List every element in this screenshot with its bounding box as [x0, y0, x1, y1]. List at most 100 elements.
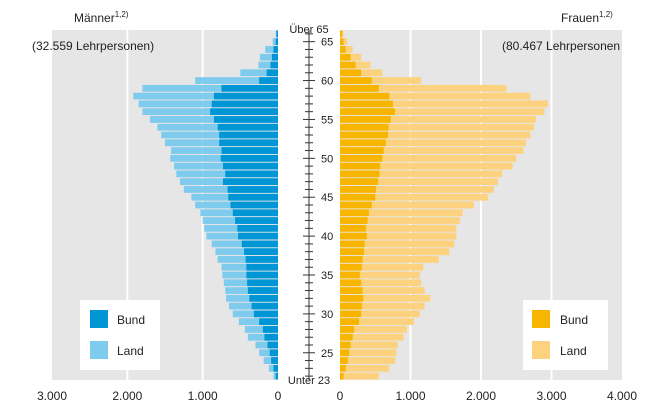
bar-women-bund — [340, 279, 362, 287]
bar-women-land — [340, 186, 494, 193]
bar-men-bund — [227, 186, 278, 193]
bar-women-bund — [340, 357, 348, 364]
bar-women-land — [340, 240, 455, 248]
bar-women-bund — [340, 84, 379, 92]
bar-women-bund — [340, 61, 356, 69]
bar-women-land — [340, 287, 425, 294]
men-x-tick-label: 0 — [275, 389, 282, 403]
bar-women-land — [340, 263, 424, 271]
bar-women-bund — [340, 372, 344, 380]
bar-men-bund — [249, 294, 278, 302]
bar-men-bund — [264, 333, 278, 341]
bar-women-land — [340, 154, 517, 162]
bar-men-bund — [247, 287, 278, 294]
bar-men-bund — [273, 364, 278, 372]
bar-men-bund — [220, 154, 278, 162]
bar-men-bund — [245, 256, 278, 263]
bar-women-bund — [340, 193, 376, 201]
bar-women-land — [340, 318, 415, 326]
bar-women-bund — [340, 271, 360, 279]
women-x-tick-label: 0 — [337, 389, 344, 403]
bar-men-bund — [210, 108, 278, 116]
bar-women-land — [340, 217, 460, 224]
bar-women-bund — [340, 364, 346, 372]
legend-label-women-land: Land — [560, 344, 587, 358]
bar-men-land — [263, 357, 278, 364]
legend-swatch-women-land — [532, 341, 550, 359]
bar-women-bund — [340, 310, 362, 318]
bar-women-bund — [340, 53, 351, 61]
bar-women-land — [340, 123, 534, 131]
women-x-tick-label: 2.000 — [466, 389, 496, 403]
women-x-tick-label: 3.000 — [536, 389, 566, 403]
bar-men-bund — [211, 100, 278, 108]
bar-women-bund — [340, 123, 389, 131]
bar-women-land — [340, 201, 474, 209]
age-bottom-label: Unter 23 — [288, 375, 330, 387]
bar-women-land — [340, 84, 507, 92]
bar-women-bund — [340, 294, 364, 302]
bar-men-bund — [275, 372, 278, 380]
bar-women-bund — [340, 263, 362, 271]
legend-label-women-bund: Bund — [560, 313, 588, 327]
age-axis: 65 60 55 50 45 40 35 30 25 Über 65 Unter 23 — [279, 24, 339, 387]
bar-men-land — [259, 349, 278, 357]
bar-men-bund — [221, 147, 278, 154]
bar-women-land — [340, 46, 353, 53]
bar-women-land — [340, 372, 379, 380]
bar-men-bund — [267, 341, 278, 349]
bar-men-bund — [241, 240, 278, 248]
bar-women-bund — [340, 178, 379, 186]
bar-men-bund — [235, 217, 278, 224]
bar-women-land — [340, 178, 498, 186]
bar-women-bund — [340, 147, 384, 154]
bar-women-land — [340, 139, 527, 147]
legend-swatch-men-land — [90, 341, 108, 359]
bar-women-bund — [340, 248, 364, 256]
bar-men-land — [142, 84, 278, 92]
bar-men-bund — [244, 248, 278, 256]
men-subheader: (32.559 Lehrpersonen) — [32, 39, 154, 53]
bar-men-bund — [228, 193, 278, 201]
bar-women-bund — [340, 302, 362, 310]
bar-men-bund — [269, 349, 278, 357]
age-tick-label: 50 — [321, 153, 333, 165]
bar-women-land — [340, 92, 531, 100]
bar-men-bund — [253, 310, 278, 318]
bar-men-bund — [217, 123, 278, 131]
bar-women-bund — [340, 349, 350, 357]
bar-women-bund — [340, 139, 386, 147]
bar-women-bund — [340, 186, 376, 193]
bar-women-bund — [340, 240, 365, 248]
bar-women-bund — [340, 341, 351, 349]
bar-women-land — [340, 256, 439, 263]
bar-women-bund — [340, 38, 344, 46]
bar-men-bund — [223, 162, 278, 170]
bar-men-bund — [246, 271, 278, 279]
bar-women-land — [340, 116, 536, 123]
bar-men-bund — [275, 38, 278, 46]
bar-women-land — [340, 326, 407, 333]
bar-women-bund — [340, 287, 363, 294]
bar-women-land — [340, 341, 398, 349]
bar-women-bund — [340, 30, 343, 38]
age-tick-label: 45 — [321, 192, 333, 204]
bar-women-bund — [340, 92, 390, 100]
women-subheader: (80.467 Lehrpersonen — [502, 39, 620, 53]
bar-women-land — [340, 294, 431, 302]
men-legend: Bund Land — [80, 300, 160, 370]
bar-men-bund — [276, 30, 278, 38]
bar-men-land — [268, 364, 278, 372]
bar-men-bund — [221, 84, 278, 92]
bars-group — [133, 30, 548, 380]
bar-men-land — [247, 333, 278, 341]
men-header: Männer1,2) — [74, 10, 129, 25]
bar-men-land — [258, 61, 278, 69]
bar-men-bund — [271, 357, 278, 364]
bar-men-bund — [251, 302, 278, 310]
bar-women-bund — [340, 209, 369, 217]
bar-women-bund — [340, 131, 388, 139]
bar-men-bund — [270, 61, 278, 69]
bar-men-land — [195, 77, 278, 84]
